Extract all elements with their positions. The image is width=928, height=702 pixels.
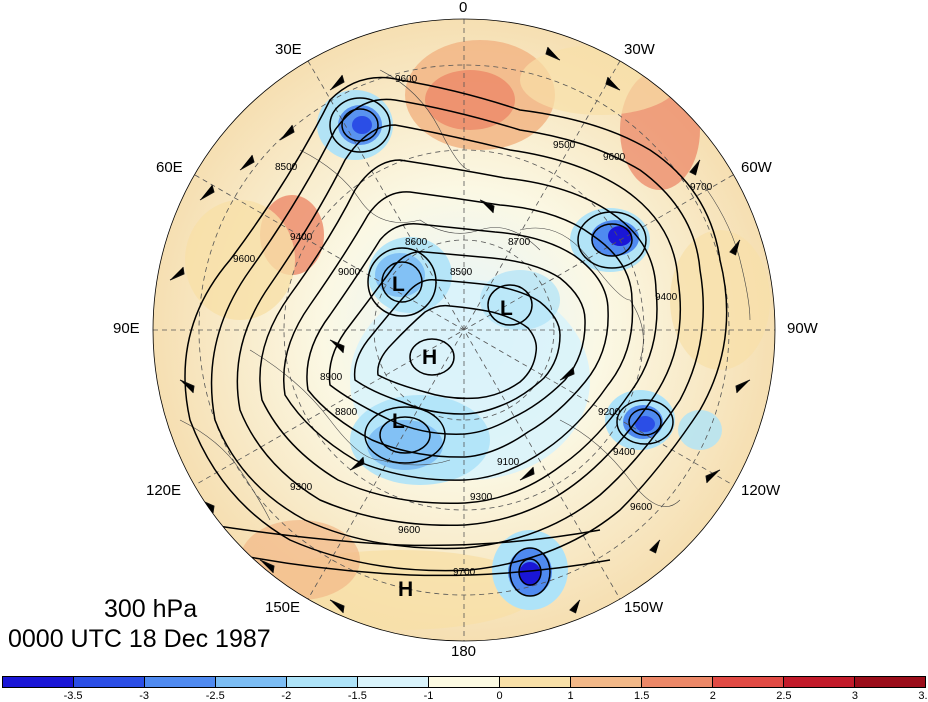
colorbar-tick-label: -3.5: [63, 690, 83, 702]
colorbar-tick-label: 0: [496, 690, 503, 702]
colorbar-segment: [571, 677, 642, 687]
colorbar-tick-label: -2: [281, 690, 292, 702]
longitude-label: 30E: [275, 41, 302, 58]
pressure-level-title: 300 hPa: [104, 595, 198, 623]
contour-label: 9600: [630, 502, 653, 513]
low-center-label: L: [392, 273, 405, 296]
graticule: [153, 19, 775, 641]
contour-label: 9600: [603, 152, 626, 163]
contour-label: 9200: [598, 407, 621, 418]
contour-label: 8600: [405, 237, 428, 248]
polar-map: 9600 9500 9600 9400 9300 9300 9100 9000 …: [152, 18, 776, 642]
colorbar-tick-label: -3: [139, 690, 150, 702]
contour-label: 8700: [508, 237, 531, 248]
contour-label: 9400: [613, 447, 636, 458]
low-center-label: L: [500, 297, 513, 320]
colorbar-segment: [74, 677, 145, 687]
wind-barbs: [169, 46, 751, 614]
colorbar-segment: [855, 677, 925, 687]
longitude-label: 60E: [156, 159, 183, 176]
contour-label: 8500: [275, 162, 298, 173]
contour-label: 9300: [470, 492, 493, 503]
longitude-label: 0: [459, 0, 468, 16]
colorbar-tick-label: 1.5: [634, 690, 650, 702]
contour-label: 9600: [395, 74, 418, 85]
contour-label: 9000: [338, 267, 361, 278]
contour-label: 9700: [453, 567, 476, 578]
contour-label-group: 9600 9500 9600 9400 9300 9300 9100 9000 …: [233, 74, 713, 578]
high-center-label: H: [398, 578, 413, 601]
colorbar-segment: [500, 677, 571, 687]
contour-label: 9600: [398, 525, 421, 536]
colorbar-segment: [429, 677, 500, 687]
contour-label: 9300: [290, 482, 313, 493]
longitude-label: 180: [451, 643, 477, 660]
longitude-label: 150W: [624, 599, 664, 616]
colorbar-tick-label: 2: [709, 690, 716, 702]
colorbar-segment: [145, 677, 216, 687]
colorbar-segment: [3, 677, 74, 687]
colorbar-tick-label: 1: [567, 690, 574, 702]
height-contours: [179, 76, 728, 597]
longitude-label: 120E: [146, 482, 182, 499]
coastlines: [179, 69, 751, 521]
colorbar-segment: [287, 677, 358, 687]
colorbar-tick-label: 3: [851, 690, 858, 702]
contour-label: 9400: [290, 232, 313, 243]
longitude-label: 120W: [741, 482, 781, 499]
longitude-label: 60W: [741, 159, 772, 176]
high-center-label: H: [422, 346, 437, 369]
low-center-label: L: [392, 410, 405, 433]
contour-label: 9700: [690, 182, 713, 193]
colorbar-segment: [642, 677, 713, 687]
colorbar-tick-label: -1: [423, 690, 434, 702]
valid-time-title: 0000 UTC 18 Dec 1987: [8, 625, 271, 653]
colorbar-segment: [216, 677, 287, 687]
colorbar-tick-label: -2.5: [205, 690, 225, 702]
colorbar-segment: [358, 677, 429, 687]
colorbar-tick-label: 3.5: [918, 690, 928, 702]
longitude-label: 90E: [113, 320, 140, 337]
map-boundary: [152, 18, 776, 642]
longitude-label: 90W: [787, 320, 818, 337]
longitude-label: 150E: [265, 599, 301, 616]
contour-label: 8800: [335, 407, 358, 418]
contour-label: 8500: [450, 267, 473, 278]
contour-label: 8900: [320, 372, 343, 383]
colorbar-segment: [713, 677, 784, 687]
longitude-label: 30W: [624, 41, 655, 58]
colorbar-tick-label: 2.5: [776, 690, 792, 702]
colorbar-segment: [784, 677, 855, 687]
contour-label: 9100: [497, 457, 520, 468]
pressure-centers: L L L H H: [392, 273, 513, 601]
contour-label: 9400: [655, 292, 678, 303]
contour-label: 9500: [553, 140, 576, 151]
colorbar: [2, 676, 926, 688]
contour-label: 9600: [233, 254, 256, 265]
colorbar-tick-label: -1.5: [347, 690, 367, 702]
